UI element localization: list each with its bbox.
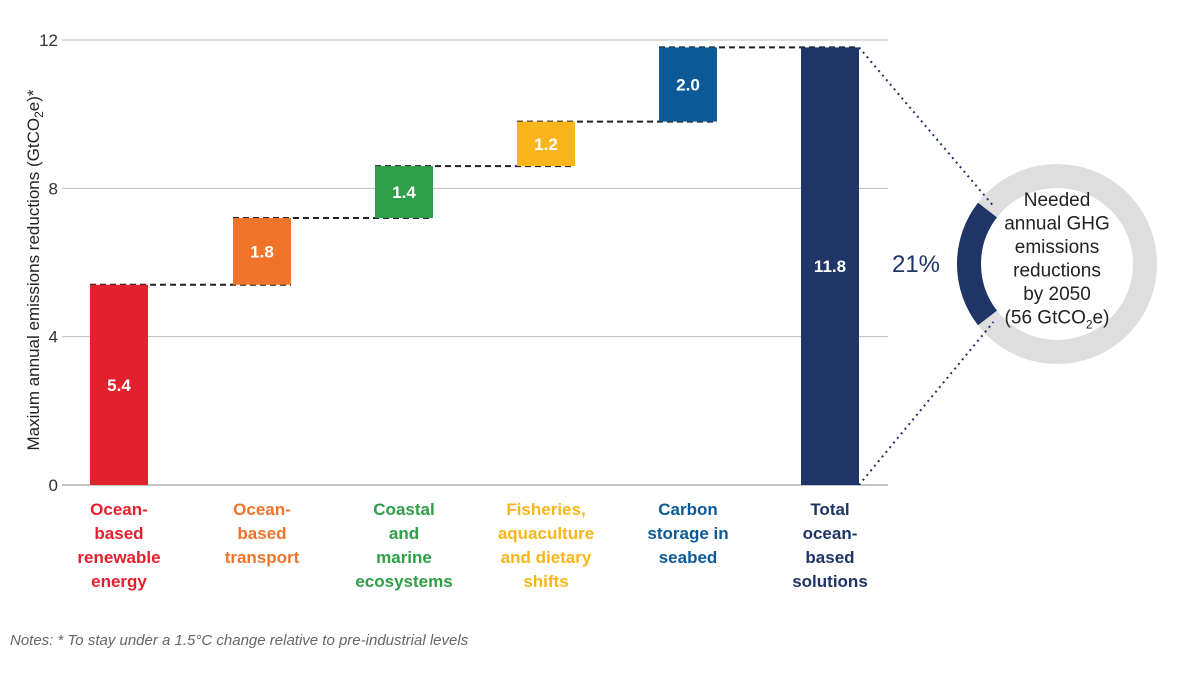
y-tick-label-8: 8 [49,179,58,198]
category-label-4-line-4: shifts [523,572,568,591]
category-label-2-line-1: Ocean- [233,500,291,519]
bar-value-label-2: 1.8 [250,242,274,261]
category-label-1-line-3: renewable [77,548,160,567]
y-tick-layer: 0 4 8 12 [39,31,58,495]
category-label-3-line-1: Coastal [373,500,434,519]
bar-6 [801,47,859,486]
y-tick-label-12: 12 [39,31,58,50]
category-label-5-line-3: seabed [659,548,718,567]
category-label-3-line-4: ecosystems [355,572,452,591]
category-label-2-line-3: transport [225,548,300,567]
bar-5 [659,47,717,122]
category-label-4-line-2: aquaculture [498,524,594,543]
callout-last-main: (56 GtCO [1005,308,1086,329]
callout-dotted-line-bottom [858,321,995,486]
category-label-layer: Ocean-based renewable energy Ocean-based tra… [77,500,867,591]
y-tick-label-4: 4 [49,328,58,347]
category-label-5-line-1: Carbon [658,500,718,519]
category-label-6-line-4: solutions [792,572,868,591]
bar-value-label-4: 1.2 [534,135,558,154]
callout-text-line-4: reductions [1013,261,1101,282]
bar-value-label-6: 11.8 [814,257,846,276]
callout-dotted-line-top [858,46,995,207]
y-tick-label-0: 0 [49,476,58,495]
category-label-3-line-2: and [389,524,419,543]
category-label-4-line-1: Fisheries, [506,500,585,519]
category-label-1-line-1: Ocean- [90,500,148,519]
category-label-6-line-2: ocean- [803,524,858,543]
bar-value-label-3: 1.4 [392,183,416,202]
category-label-6-line-1: Total [810,500,849,519]
callout-percent-arc [957,202,998,326]
category-label-1-line-4: energy [91,572,147,591]
callout-text-line-2: annual GHG [1004,214,1110,235]
bar-value-label-5: 2.0 [676,76,700,95]
bar-4 [517,121,575,167]
callout-last-tail: e) [1093,308,1110,329]
category-label-6-line-3: based [805,548,854,567]
y-axis-label: Maxium annual emissions reductions (GtCO… [24,89,46,450]
y-axis-label-tail: e)* [24,89,43,111]
waterfall-chart: 0 4 8 12 Maxium annual emissions reductions… [24,31,1157,591]
bar-2 [233,218,291,285]
callout-text-line-1: Needed [1024,190,1091,211]
chart-notes: Notes: * To stay under a 1.5°C change re… [10,632,469,649]
callout-percent-label: 21% [892,251,940,278]
connector-layer [90,46,859,286]
y-axis-label-main: Maxium annual emissions reductions (GtCO [24,118,43,451]
callout-text-last-line: (56 GtCO2e) [1005,308,1110,332]
callout-text-line-5: by 2050 [1023,284,1091,305]
bar-3 [375,166,433,218]
callout-text-line-3: emissions [1015,237,1099,258]
category-label-1-line-2: based [94,524,143,543]
category-label-3-line-3: marine [376,548,432,567]
callout-last-sub: 2 [1086,318,1093,332]
bar-value-label-1: 5.4 [107,376,131,395]
category-label-4-line-3: and dietary [501,548,592,567]
bar-1 [90,284,148,485]
grid-layer [62,39,888,486]
bar-layer: 5.4 1.8 1.4 1.2 2.0 11.8 [90,47,859,486]
category-label-5-line-2: storage in [647,524,728,543]
y-axis-label-sub: 2 [32,111,46,118]
category-label-2-line-2: based [237,524,286,543]
